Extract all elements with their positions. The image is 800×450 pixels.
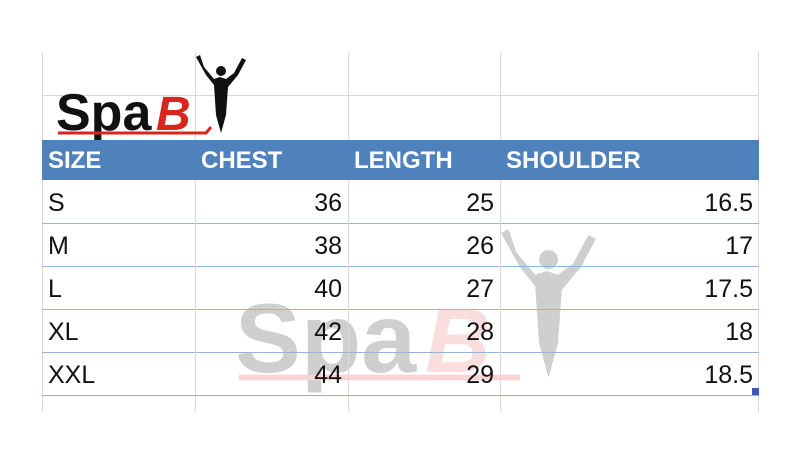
header-shoulder[interactable]: SHOULDER (506, 147, 641, 174)
table-row: XL 42 28 18 (42, 309, 759, 353)
table-cell[interactable]: 29 (348, 352, 500, 395)
table-row: S 36 25 16.5 (42, 180, 759, 224)
table-row: XXL 44 29 18.5 (42, 352, 759, 396)
table-cell[interactable]: 38 (195, 223, 348, 266)
table-cell[interactable]: 44 (195, 352, 348, 395)
table-cell[interactable]: 18 (500, 309, 759, 352)
grid-line (42, 52, 43, 412)
header-size[interactable]: SIZE (48, 147, 102, 174)
table-cell[interactable]: M (48, 232, 69, 260)
fill-handle[interactable] (752, 388, 759, 395)
logo-watermark: Spa B (235, 225, 615, 400)
table-row: L 40 27 17.5 (42, 266, 759, 310)
table-cell[interactable]: 17 (500, 223, 759, 266)
spaby-logo: Spa B (56, 55, 256, 145)
table-cell[interactable]: 25 (348, 180, 500, 223)
table-cell[interactable]: 27 (348, 266, 500, 309)
table-header (42, 140, 759, 180)
svg-text:Spa: Spa (235, 283, 417, 393)
table-cell[interactable]: 17.5 (500, 266, 759, 309)
table-cell[interactable]: 28 (348, 309, 500, 352)
table-row: M 38 26 17 (42, 223, 759, 267)
table-cell[interactable]: 40 (195, 266, 348, 309)
table-cell[interactable]: 36 (195, 180, 348, 223)
table-cell[interactable]: 16.5 (500, 180, 759, 223)
table-cell[interactable]: 18.5 (500, 352, 759, 395)
table-cell[interactable]: 42 (195, 309, 348, 352)
table-cell[interactable]: 26 (348, 223, 500, 266)
table-cell[interactable]: XXL (48, 361, 96, 389)
header-length[interactable]: LENGTH (354, 147, 453, 174)
table-cell[interactable]: XL (48, 318, 79, 346)
table-cell[interactable]: S (48, 189, 65, 217)
grid-line (42, 95, 759, 96)
table-cell[interactable]: L (48, 275, 62, 303)
grid-line (758, 52, 759, 412)
header-chest[interactable]: CHEST (201, 147, 283, 174)
svg-text:B: B (425, 290, 491, 392)
